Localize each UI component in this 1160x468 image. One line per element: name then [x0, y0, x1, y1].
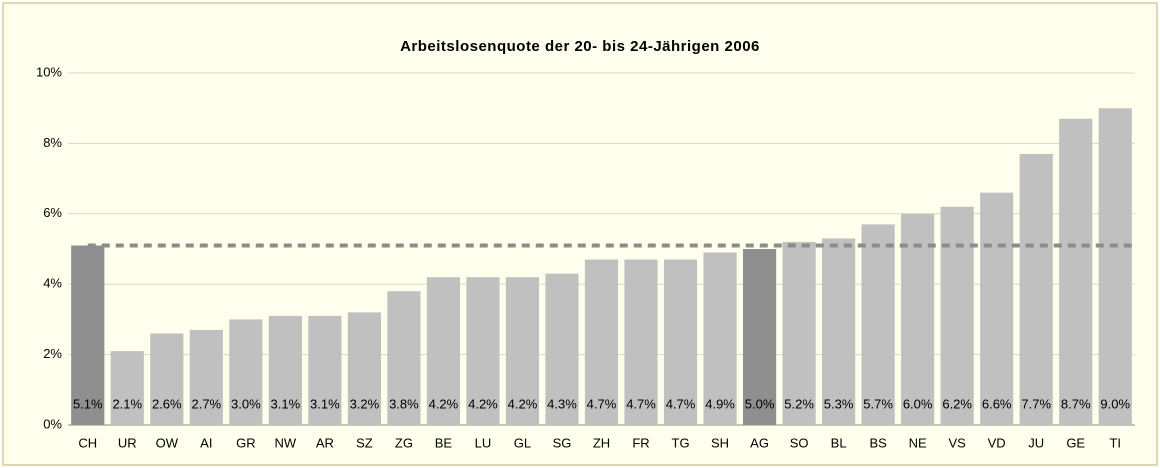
- y-tick-label: 4%: [43, 276, 62, 291]
- bar: [505, 277, 540, 425]
- bar: [347, 312, 381, 425]
- x-tick-label: GR: [236, 435, 256, 450]
- x-tick-label: NW: [275, 435, 297, 450]
- x-tick-label: OW: [156, 435, 179, 450]
- value-label: 4.7%: [626, 396, 656, 411]
- bar: [150, 333, 184, 425]
- value-label: 5.2%: [784, 396, 814, 411]
- bar: [308, 315, 342, 425]
- x-tick-label: SO: [790, 435, 809, 450]
- bar: [71, 245, 105, 425]
- bar: [545, 273, 579, 425]
- bar: [466, 277, 500, 425]
- chart-title: Arbeitslosenquote der 20- bis 24-Jährige…: [400, 38, 760, 55]
- value-label: 4.7%: [587, 396, 617, 411]
- x-tick-label: FR: [632, 435, 649, 450]
- value-label: 5.3%: [824, 396, 854, 411]
- y-tick-label: 2%: [43, 346, 62, 361]
- x-tick-label: NE: [909, 435, 927, 450]
- bar: [268, 315, 302, 425]
- bar: [663, 259, 698, 425]
- bar: [110, 351, 144, 425]
- x-tick-label: SZ: [356, 435, 373, 450]
- x-tick-label: JU: [1028, 435, 1044, 450]
- y-tick-label: 0%: [43, 416, 62, 431]
- value-label: 3.1%: [271, 396, 301, 411]
- bar: [584, 259, 619, 425]
- value-label: 4.2%: [468, 396, 498, 411]
- x-tick-label: GE: [1066, 435, 1085, 450]
- x-tick-label: AG: [750, 435, 769, 450]
- bar: [426, 277, 461, 425]
- bar: [742, 249, 777, 425]
- value-label: 9.0%: [1100, 396, 1130, 411]
- x-tick-label: AI: [200, 435, 212, 450]
- value-label: 3.2%: [350, 396, 380, 411]
- x-tick-label: LU: [475, 435, 492, 450]
- x-tick-label: AR: [316, 435, 334, 450]
- value-label: 2.1%: [112, 396, 142, 411]
- value-label: 5.1%: [73, 396, 103, 411]
- value-label: 4.2%: [429, 396, 459, 411]
- x-tick-label: TI: [1109, 435, 1121, 450]
- x-tick-label: VD: [988, 435, 1006, 450]
- bar: [703, 252, 737, 425]
- value-label: 2.6%: [152, 396, 182, 411]
- value-label: 8.7%: [1061, 396, 1091, 411]
- bar: [1098, 108, 1132, 425]
- value-label: 4.2%: [508, 396, 538, 411]
- value-label: 3.8%: [389, 396, 419, 411]
- bar: [901, 213, 935, 425]
- y-tick-label: 8%: [43, 135, 62, 150]
- value-label: 7.7%: [1021, 396, 1051, 411]
- x-tick-label: VS: [948, 435, 966, 450]
- x-tick-label: ZG: [395, 435, 413, 450]
- bar: [782, 241, 816, 425]
- bar: [1019, 153, 1053, 425]
- bar: [822, 238, 856, 425]
- value-label: 3.0%: [231, 396, 261, 411]
- bar: [624, 259, 658, 425]
- bar: [189, 329, 223, 425]
- value-label: 4.3%: [547, 396, 577, 411]
- y-tick-label: 10%: [36, 64, 62, 79]
- value-label: 5.0%: [745, 396, 775, 411]
- x-tick-label: TG: [672, 435, 690, 450]
- x-tick-label: BE: [435, 435, 453, 450]
- y-tick-label: 6%: [43, 205, 62, 220]
- value-label: 5.7%: [863, 396, 893, 411]
- x-tick-label: ZH: [593, 435, 610, 450]
- bar: [229, 319, 263, 425]
- value-label: 6.0%: [903, 396, 933, 411]
- x-tick-label: BL: [831, 435, 847, 450]
- x-tick-label: CH: [78, 435, 97, 450]
- x-tick-label: SH: [711, 435, 729, 450]
- bar: [387, 291, 421, 425]
- x-tick-label: GL: [514, 435, 531, 450]
- x-tick-label: SG: [553, 435, 572, 450]
- value-label: 4.7%: [666, 396, 696, 411]
- bar: [861, 224, 895, 425]
- value-label: 2.7%: [191, 396, 221, 411]
- x-tick-label: UR: [118, 435, 137, 450]
- bar: [980, 192, 1014, 425]
- bar: [1059, 118, 1093, 425]
- bar: [940, 206, 974, 425]
- value-label: 4.9%: [705, 396, 735, 411]
- value-label: 3.1%: [310, 396, 340, 411]
- value-label: 6.2%: [942, 396, 972, 411]
- x-tick-label: BS: [869, 435, 887, 450]
- value-label: 6.6%: [982, 396, 1012, 411]
